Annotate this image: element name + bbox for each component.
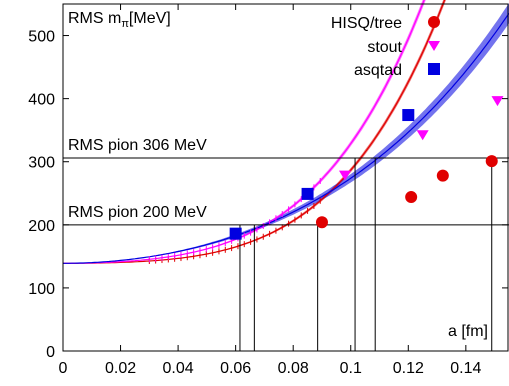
x-tick-label: 0.12 [393,360,424,377]
vertical-marker-lines [239,157,493,351]
x-tick-label: 0 [59,360,68,377]
point-stout-2 [491,96,504,107]
legend: HISQ/tree stout asqtad [331,15,440,79]
x-tick-label: 0.08 [278,360,309,377]
legend-markers [428,16,440,75]
x-tick-label: 0.14 [450,360,481,377]
fit-curve-2 [63,12,509,264]
data-points [229,96,504,240]
x-tick-label: 0.06 [220,360,251,377]
fit-band-1 [63,0,426,264]
x-tick-label: 0.04 [163,360,194,377]
tick-labels: 0 0.02 0.04 0.06 0.08 0.1 0.12 0.14 0 100 200 300 40… [28,4,508,377]
point-stout-1 [416,130,429,141]
reference-lines [63,157,509,226]
y-tick-label: 400 [28,92,55,109]
y-tick-label: 200 [28,218,55,235]
axes [62,3,509,352]
legend-marker-2 [428,63,440,75]
point-hisqtree-3 [485,155,498,168]
y-tick-label: 300 [28,155,55,172]
x-tick-label: 0.02 [105,360,136,377]
point-asqtad-0 [229,227,242,240]
point-asqtad-1 [301,187,314,200]
y-axis-label: RMS mπ[MeV] [68,10,171,30]
reference-line-label-306: RMS pion 306 MeV [68,137,207,154]
x-axis-label: a [fm] [448,323,488,340]
legend-label-hisq: HISQ/tree [331,15,402,32]
point-asqtad-2 [402,109,415,122]
x-tick-label: 0.1 [340,360,362,377]
point-hisqtree-2 [436,169,449,182]
legend-label-asqtad: asqtad [354,62,402,79]
chart-labels: RMS mπ[MeV] a [fm] RMS pion 306 MeV RMS … [68,10,488,340]
fit-bands [63,0,509,264]
fit-curve-1 [63,0,425,264]
y-tick-label: 0 [46,344,55,361]
point-stout-0 [338,170,351,181]
legend-marker-1 [428,41,440,51]
legend-label-stout: stout [367,39,402,56]
legend-marker-0 [428,16,440,28]
point-hisqtree-0 [315,216,328,229]
fit-curve-0 [63,0,446,264]
y-tick-label: 500 [28,29,55,46]
plot-frame [62,3,509,352]
y-tick-label: 100 [28,281,55,298]
reference-line-label-200: RMS pion 200 MeV [68,204,207,221]
fit-band-0 [63,0,447,264]
point-hisqtree-1 [405,191,418,204]
